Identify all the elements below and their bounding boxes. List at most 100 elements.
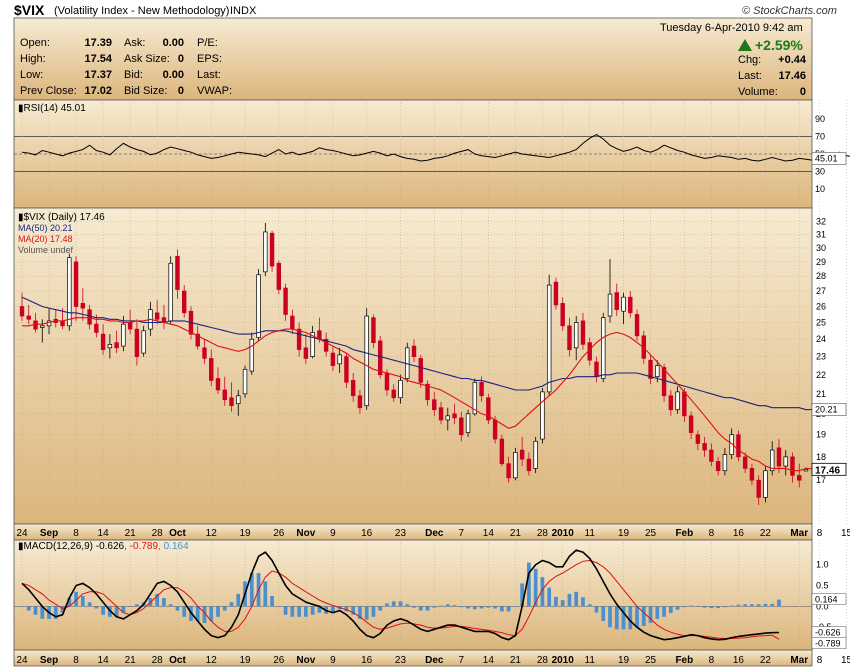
x-axis-label: 22: [760, 528, 772, 539]
quote-label: Low:: [20, 69, 44, 81]
candle-body: [533, 440, 538, 469]
candle-body: [513, 451, 518, 479]
quote-label: P/E:: [197, 37, 218, 49]
x-axis-label: 7: [459, 655, 465, 666]
macd-hist-bar: [270, 595, 274, 607]
candle-body: [594, 361, 599, 378]
macd-hist-bar: [229, 602, 234, 607]
macd-hist-bar: [101, 606, 105, 615]
legend-ma20: MA(20) 17.48: [18, 234, 73, 244]
x-axis-label: 14: [98, 655, 110, 666]
candle-body: [688, 415, 694, 433]
macd-hist-bar: [80, 595, 85, 607]
price-last-label: 17.46: [815, 465, 840, 476]
quote-label: EPS:: [197, 53, 223, 65]
macd-line: [21, 549, 780, 641]
macd-tick-label: 1.0: [816, 560, 829, 570]
macd-hist-bar: [94, 606, 99, 609]
candle-body: [141, 330, 146, 354]
macd-hist-bar: [398, 601, 403, 607]
x-axis-label: 11: [585, 528, 596, 539]
macd-hist-bar: [527, 562, 531, 607]
candle-body: [114, 342, 119, 349]
macd-hist-bar: [655, 606, 660, 619]
symbol: $VIX: [14, 2, 45, 18]
macd-hist-bar: [175, 606, 180, 611]
macd-tick-label: 0.0: [816, 601, 829, 611]
macd-hist-bar: [770, 603, 775, 607]
macd-hist-bar: [304, 606, 308, 617]
x-axis-label: 21: [125, 655, 137, 666]
price-tick-label: 18: [816, 452, 826, 462]
x-axis-label: 8: [817, 655, 823, 666]
macd-hist-bar: [40, 606, 45, 619]
x-axis-label: 24: [16, 528, 28, 539]
candle-body: [209, 358, 214, 381]
candle-body: [67, 257, 72, 327]
macd-hist-bar: [276, 606, 281, 607]
macd-hist-bar: [736, 604, 741, 607]
rsi-tick-label: 10: [815, 184, 825, 194]
candle-body: [648, 359, 653, 379]
x-axis-label: 21: [125, 528, 137, 539]
panel-axis2: [13, 649, 813, 667]
x-axis-label: 23: [395, 655, 407, 666]
candle-body: [303, 347, 309, 359]
macd-hist-bar: [729, 605, 734, 607]
price-tick-label: 21: [816, 389, 826, 399]
macd-hist-bar: [635, 606, 639, 628]
ma50-last-box: [811, 403, 847, 416]
quote-label: Open:: [20, 37, 50, 49]
macd-hist-bar: [648, 606, 653, 624]
panel-macd: [13, 539, 813, 651]
x-axis-label: 28: [537, 655, 549, 666]
macd-hist-bar: [614, 606, 619, 630]
x-axis-label: 21: [510, 655, 522, 666]
macd-hist-bar: [723, 606, 727, 608]
macd-tick-label: 0.5: [816, 581, 829, 591]
price-tick-label: 31: [816, 230, 826, 240]
quote-label: High:: [20, 53, 46, 65]
macd-hist-bar: [466, 606, 470, 609]
candle-body: [26, 315, 31, 320]
candle-body: [398, 380, 403, 399]
pct-change: +2.59%: [738, 37, 803, 53]
candle-body: [269, 232, 275, 267]
macd-hist-bar: [547, 587, 552, 607]
candle-body: [202, 347, 207, 359]
candle-body: [634, 314, 640, 337]
macd-hist-bar: [709, 606, 714, 609]
candle-body: [438, 407, 444, 421]
candle-body: [560, 303, 565, 327]
x-axis-label: Sep: [40, 655, 58, 666]
exchange: INDX: [230, 5, 257, 17]
x-axis-label: 26: [273, 655, 285, 666]
candle-body: [573, 322, 579, 349]
macd-last-box: [811, 593, 847, 605]
macd-hist-bar: [486, 606, 491, 608]
watermark: © StockCharts.com: [742, 5, 837, 17]
legend-volume: Volume undef: [18, 245, 74, 255]
candle-body: [756, 479, 761, 498]
x-axis-label: Dec: [425, 528, 444, 539]
candle-body: [769, 449, 775, 472]
quote-value: 17.37: [84, 69, 112, 81]
macd-hist-bar: [358, 606, 362, 619]
macd-hist-bar: [581, 597, 585, 607]
rsi-line: [21, 134, 850, 163]
candle-body: [100, 333, 106, 350]
candle-body: [276, 262, 282, 290]
macd-hist-bar: [209, 606, 214, 621]
candle-body: [263, 231, 268, 273]
macd-hist-bar: [756, 604, 761, 607]
candle-body: [330, 352, 336, 366]
candle-body: [675, 391, 680, 411]
candle-body: [337, 354, 342, 365]
x-axis-label: 11: [585, 655, 596, 666]
candle-body: [364, 315, 369, 407]
candle-body: [411, 345, 417, 357]
x-axis-label: 7: [459, 528, 465, 539]
macd-hist-bar: [520, 583, 524, 607]
macd-hist-bar: [222, 606, 227, 611]
candle-body: [229, 397, 234, 407]
